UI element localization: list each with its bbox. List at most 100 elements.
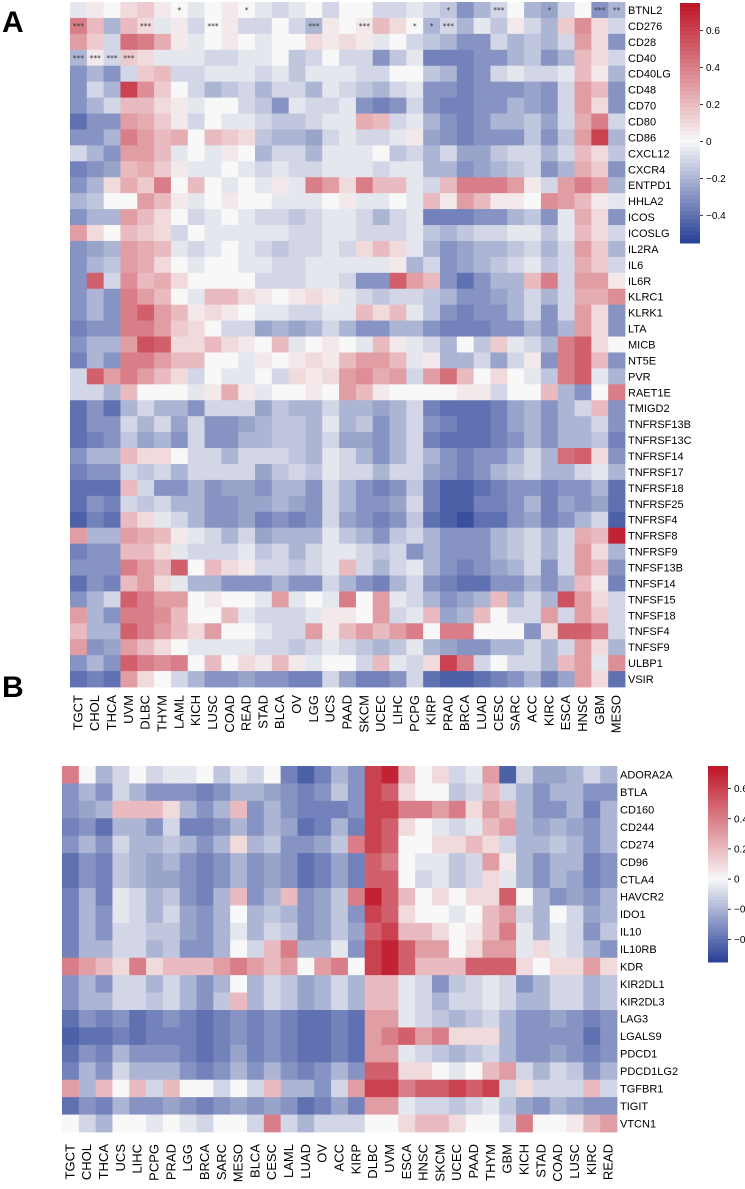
heat-cell (305, 543, 323, 560)
heat-cell (213, 853, 231, 871)
heat-cell (381, 818, 399, 837)
heat-cell (238, 479, 256, 497)
heat-cell (70, 416, 88, 433)
heat-cell (507, 511, 525, 529)
heat-cell (389, 559, 407, 576)
heat-cell (473, 432, 491, 449)
heat-cell (255, 161, 273, 178)
heat-cell (482, 1027, 500, 1046)
heat-cell (524, 623, 542, 640)
heat-cell (473, 49, 491, 67)
heat-cell (456, 113, 475, 130)
heat-cell (221, 240, 239, 258)
colorbar-swatch (680, 79, 700, 84)
heat-cell (86, 65, 105, 83)
heat-cell (280, 905, 298, 924)
heat-cell (78, 835, 97, 854)
heat-cell (608, 256, 626, 274)
heat-cell (540, 671, 559, 688)
heat-cell (549, 1044, 567, 1063)
heat-cell (86, 463, 105, 481)
heat-cell (170, 416, 189, 433)
heat-cell (187, 495, 205, 513)
heat-cell (415, 1027, 433, 1046)
heat-cell (112, 1114, 130, 1133)
row-label: CD40LG (628, 69, 671, 81)
heat-cell (540, 209, 559, 226)
heat-cell (516, 1062, 534, 1081)
heat-cell (339, 304, 357, 321)
heat-cell (423, 2, 441, 19)
heat-cell (591, 129, 609, 146)
row-label: TNFRSF9 (628, 547, 678, 559)
heat-cell (86, 161, 105, 178)
heat-cell (162, 992, 181, 1011)
heat-cell (322, 225, 340, 242)
heat-cell (271, 2, 290, 19)
colorbar-swatch (708, 870, 728, 875)
heat-cell (524, 304, 542, 321)
heat-cell (103, 575, 121, 592)
heat-cell (507, 320, 525, 337)
heat-cell (440, 272, 458, 290)
heat-cell (204, 97, 222, 114)
heat-cell (600, 783, 618, 802)
heat-cell (70, 65, 88, 83)
heat-cell (406, 495, 424, 513)
heat-cell (507, 559, 525, 576)
heat-cell (271, 113, 290, 130)
heat-cell (238, 240, 256, 258)
heat-cell (70, 575, 88, 592)
heat-cell (507, 2, 525, 19)
heat-cell (162, 905, 181, 924)
heat-cell (347, 835, 366, 854)
heat-cell (187, 177, 205, 194)
heat-cell (600, 1062, 618, 1081)
heat-cell (187, 639, 205, 656)
heat-cell (112, 870, 130, 889)
heat-cell (196, 766, 214, 784)
heat-cell (70, 177, 88, 194)
heat-cell (78, 1027, 97, 1046)
heat-cell (255, 607, 273, 624)
heat-cell (255, 240, 273, 258)
heat-cell (574, 655, 592, 672)
heat-cell (423, 511, 441, 529)
heat-cell (263, 818, 282, 837)
heat-cell (574, 336, 592, 353)
heat-cell (465, 992, 483, 1011)
heat-cell (280, 922, 298, 941)
heat-cell (95, 1062, 113, 1081)
heat-cell (406, 352, 424, 369)
heat-cell (305, 623, 323, 640)
heat-cell (532, 870, 551, 889)
row-label: ICOSLG (628, 228, 670, 240)
heat-cell (314, 783, 332, 802)
heat-cell (322, 336, 340, 353)
heat-cell (103, 591, 121, 608)
heat-cell (448, 922, 467, 941)
heat-cell (574, 81, 592, 98)
heat-cell (120, 416, 138, 433)
heat-cell (238, 256, 256, 274)
heat-cell (423, 336, 441, 353)
heat-cell (137, 432, 155, 449)
heat-cell (247, 1097, 265, 1115)
heat-cell (154, 336, 172, 353)
heat-cell (70, 2, 88, 19)
heat-cell (221, 2, 239, 19)
heat-cell (204, 591, 222, 608)
heat-cell (70, 368, 88, 385)
heat-cell (540, 591, 559, 608)
heat-cell (70, 607, 88, 624)
colorbar-swatch (680, 127, 700, 132)
heat-cell (591, 209, 609, 226)
heat-cell (280, 1010, 298, 1028)
colorbar-swatch (708, 958, 728, 963)
heat-cell (516, 818, 534, 837)
heat-cell (490, 400, 508, 417)
heat-cell (120, 607, 138, 624)
heat-cell (574, 448, 592, 465)
heat-cell (196, 957, 214, 976)
heat-cell (288, 352, 306, 369)
